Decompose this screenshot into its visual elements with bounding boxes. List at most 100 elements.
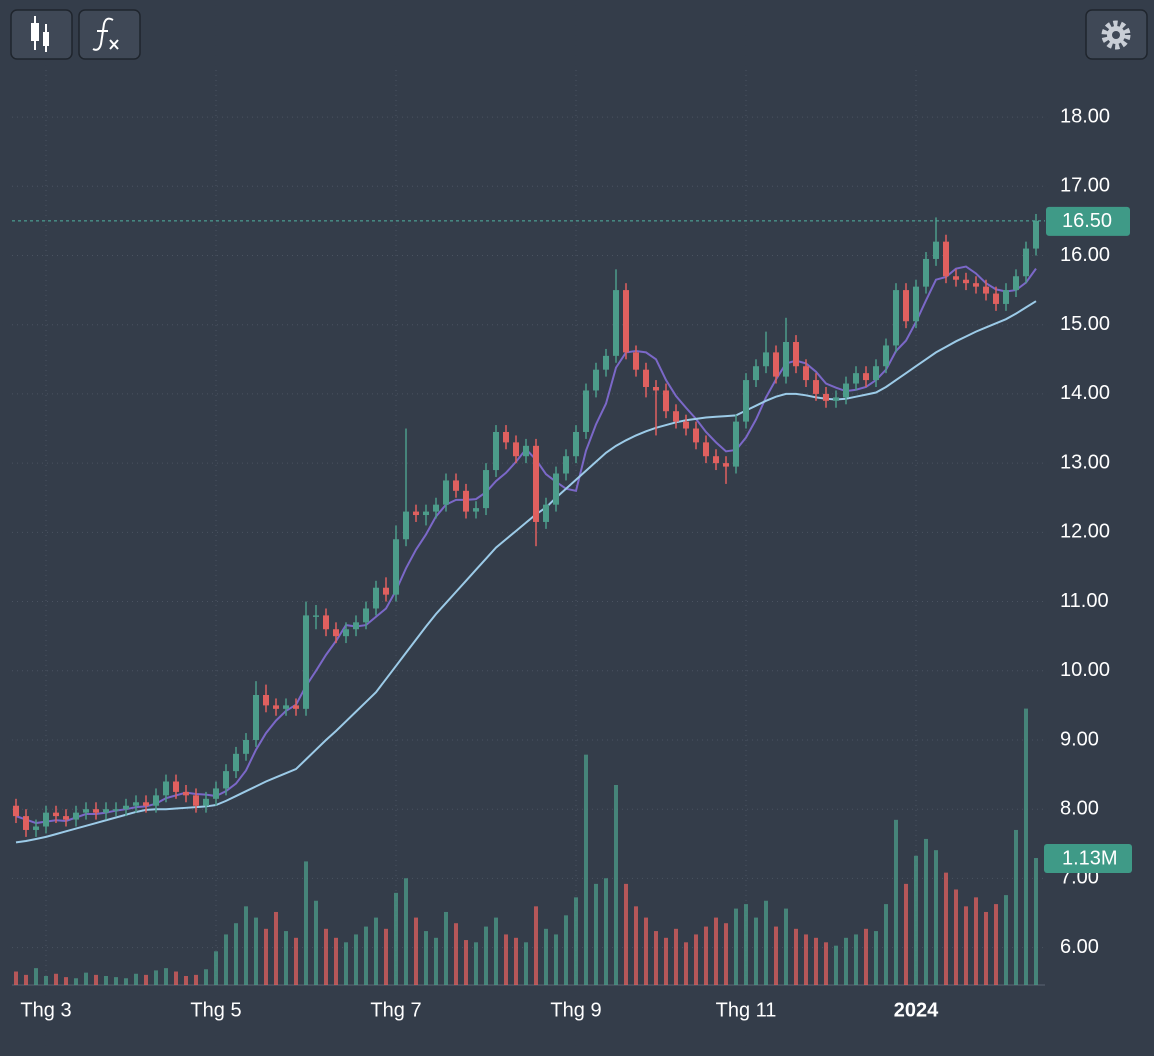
candle-body <box>123 805 129 810</box>
volume-bar <box>834 945 838 985</box>
candle-body <box>13 805 19 817</box>
candle-body <box>343 629 349 637</box>
volume-bar <box>504 934 508 985</box>
volume-bar <box>1014 829 1018 985</box>
volume-bar <box>84 972 88 985</box>
volume-bar <box>254 917 258 985</box>
y-tick-label: 12.00 <box>1060 521 1110 543</box>
volume-bar <box>384 928 388 985</box>
x-tick-label: Thg 11 <box>716 999 777 1021</box>
y-tick-label: 15.00 <box>1060 313 1110 335</box>
candle-body <box>683 421 689 429</box>
candle-body <box>653 386 659 391</box>
volume-bar <box>644 917 648 985</box>
candle-body <box>673 411 679 422</box>
candle-body <box>393 539 399 595</box>
volume-bar <box>134 973 138 985</box>
candle-body <box>193 795 199 806</box>
volume-bar <box>754 917 758 985</box>
volume-bar <box>594 883 598 985</box>
volume-bar <box>674 928 678 985</box>
volume-bar <box>544 928 548 985</box>
volume-bar <box>914 855 918 985</box>
volume-bar <box>764 900 768 985</box>
volume-bar <box>994 904 998 985</box>
volume-bar <box>984 911 988 985</box>
volume-bar <box>224 934 228 985</box>
volume-bar <box>1024 708 1028 985</box>
candle-body <box>843 383 849 398</box>
candle-body <box>693 428 699 443</box>
volume-bar <box>714 917 718 985</box>
candle-body <box>203 798 209 806</box>
candle-body <box>263 694 269 706</box>
volume-bar <box>244 906 248 985</box>
candle-body <box>733 421 739 467</box>
candle-body <box>633 352 639 370</box>
candle-body <box>583 390 589 432</box>
volume-bar <box>564 915 568 985</box>
volume-bar <box>414 917 418 985</box>
volume-bar <box>204 969 208 985</box>
candle-body <box>953 276 959 280</box>
volume-bar <box>1034 858 1038 985</box>
candle-body <box>923 258 929 287</box>
last-price-label: 16.50 <box>1062 210 1112 232</box>
candle-body <box>543 504 549 522</box>
volume-bar <box>604 878 608 985</box>
candle-body <box>333 629 339 637</box>
volume-bar <box>924 838 928 985</box>
volume-bar <box>284 931 288 985</box>
y-tick-label: 9.00 <box>1060 728 1099 750</box>
candle-body <box>73 812 79 820</box>
candle-body <box>293 705 299 709</box>
y-tick-label: 8.00 <box>1060 797 1099 819</box>
volume-bar <box>884 904 888 985</box>
candle-body <box>973 283 979 287</box>
volume-bar <box>324 928 328 985</box>
y-tick-label: 6.00 <box>1060 936 1099 958</box>
volume-bar <box>694 934 698 985</box>
volume-bar <box>744 904 748 985</box>
volume-bar <box>804 934 808 985</box>
candle-body <box>573 431 579 457</box>
volume-bar <box>174 971 178 985</box>
candle-body <box>283 705 289 709</box>
candle-body <box>463 490 469 512</box>
volume-bar <box>814 937 818 985</box>
indicator-button[interactable] <box>78 9 141 60</box>
volume-bar <box>94 974 98 985</box>
volume-bar <box>314 900 318 985</box>
x-tick-label: Thg 3 <box>20 999 71 1021</box>
volume-bar <box>904 883 908 985</box>
candle-body <box>823 393 829 401</box>
chart-type-button[interactable] <box>10 9 73 60</box>
candle-body <box>433 504 439 512</box>
volume-bar <box>534 906 538 985</box>
volume-bar <box>874 931 878 985</box>
volume-bar <box>34 968 38 985</box>
candle-body <box>893 290 899 346</box>
y-tick-label: 13.00 <box>1060 451 1110 473</box>
candle-body <box>113 809 119 811</box>
candle-body <box>753 366 759 381</box>
volume-bar <box>474 942 478 985</box>
settings-button[interactable] <box>1085 9 1148 60</box>
candle-body <box>303 615 309 709</box>
candle-body <box>353 622 359 630</box>
volume-bar <box>704 926 708 985</box>
volume-bar <box>854 934 858 985</box>
candle-body <box>873 366 879 381</box>
candle-body <box>993 293 999 304</box>
volume-bar <box>434 937 438 985</box>
candle-body <box>53 812 59 817</box>
plot-area: 6.007.008.009.0010.0011.0012.0013.0014.0… <box>12 70 1132 1021</box>
y-tick-label: 10.00 <box>1060 659 1110 681</box>
volume-bar <box>184 976 188 985</box>
candle-body <box>593 369 599 391</box>
volume-bar <box>794 928 798 985</box>
volume-bar <box>864 928 868 985</box>
candle-body <box>93 809 99 813</box>
candle-body <box>413 511 419 516</box>
volume-bar <box>364 926 368 985</box>
